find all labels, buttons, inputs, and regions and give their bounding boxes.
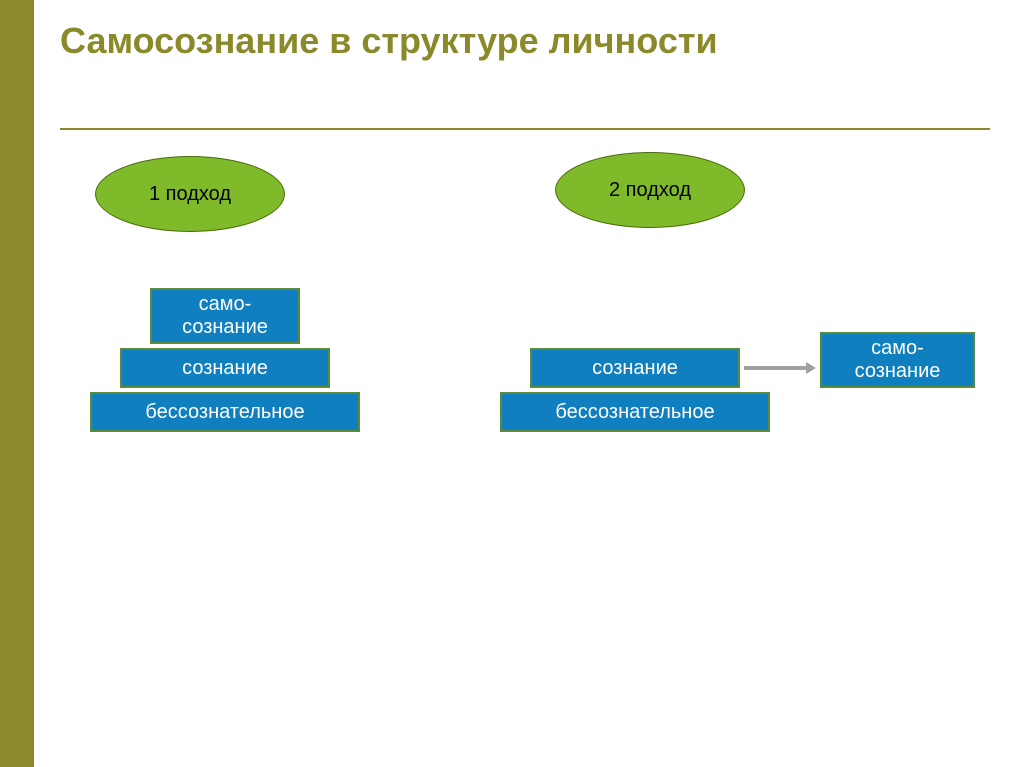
- approach2-box-bot-label: бессознательное: [555, 401, 714, 424]
- approach1-box-bot-label: бессознательное: [145, 401, 304, 424]
- approach1-box-bot: бессознательное: [90, 392, 360, 432]
- approach-1-ellipse: 1 подход: [95, 156, 285, 232]
- approach-2-ellipse: 2 подход: [555, 152, 745, 228]
- approach-2-label: 2 подход: [609, 179, 691, 202]
- arrow-icon: [744, 356, 816, 380]
- title-rule: [60, 128, 990, 130]
- approach2-box-mid: сознание: [530, 348, 740, 388]
- approach2-box-side: само-сознание: [820, 332, 975, 388]
- title-area: Самосознание в структуре личности: [60, 18, 994, 63]
- approach2-box-bot: бессознательное: [500, 392, 770, 432]
- approach1-box-mid-label: сознание: [182, 357, 268, 380]
- approach2-box-mid-label: сознание: [592, 357, 678, 380]
- approach-1-label: 1 подход: [149, 183, 231, 206]
- approach2-box-side-label: само-сознание: [855, 337, 941, 383]
- sidebar-accent: [0, 0, 34, 767]
- approach1-box-top: само-сознание: [150, 288, 300, 344]
- approach1-box-mid: сознание: [120, 348, 330, 388]
- approach1-box-top-label: само-сознание: [182, 293, 268, 339]
- slide-title: Самосознание в структуре личности: [60, 18, 994, 63]
